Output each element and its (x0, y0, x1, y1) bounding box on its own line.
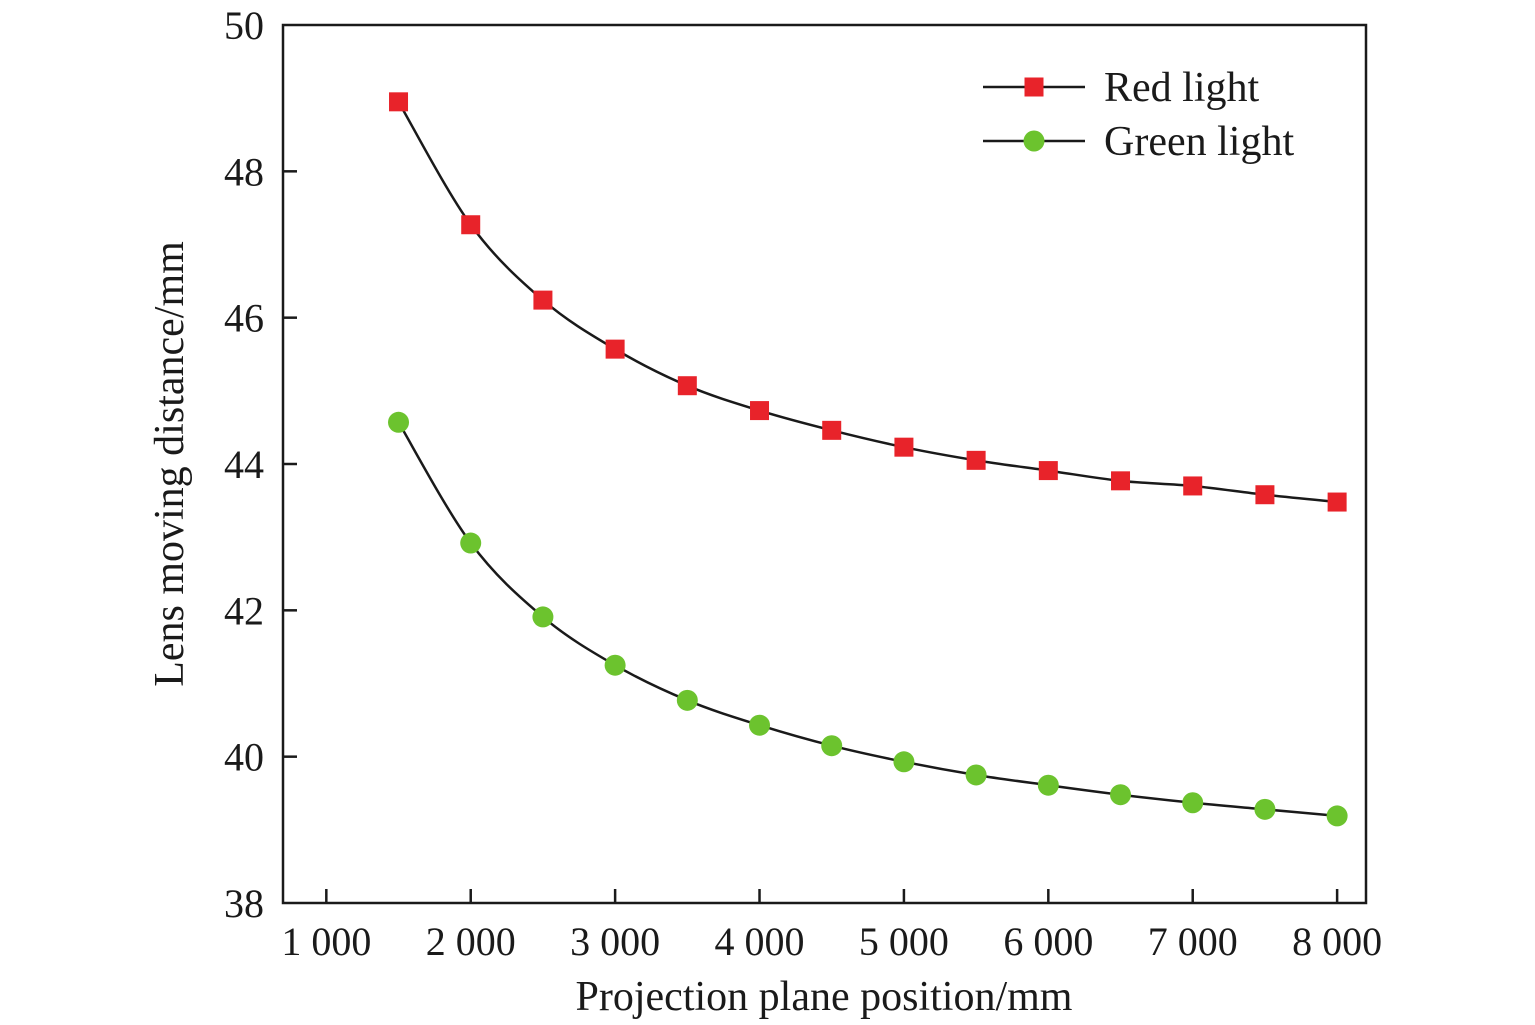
data-point-red-light (533, 290, 553, 310)
data-point-green-light (460, 532, 482, 554)
data-point-green-light (1110, 784, 1132, 806)
data-point-green-light (1182, 792, 1204, 814)
y-tick-label: 44 (224, 442, 264, 487)
x-tick-label: 8 000 (1292, 919, 1382, 964)
data-point-red-light (1255, 485, 1275, 505)
y-tick-label: 48 (224, 149, 264, 194)
legend-label-red-light: Red light (1104, 65, 1259, 111)
y-axis: 38 40 42 44 46 48 50 (224, 3, 297, 926)
data-point-red-light (822, 420, 842, 440)
data-point-green-light (1326, 805, 1348, 827)
data-point-green-light (1254, 798, 1276, 820)
data-point-red-light (966, 450, 986, 470)
y-tick-label: 50 (224, 3, 264, 48)
legend-label-green-light: Green light (1104, 119, 1294, 165)
x-tick-label: 7 000 (1148, 919, 1238, 964)
data-point-green-light (749, 714, 771, 736)
data-point-red-light (605, 339, 625, 359)
data-point-green-light (893, 751, 915, 773)
data-point-red-light (461, 215, 481, 235)
x-tick-label: 6 000 (1003, 919, 1093, 964)
data-point-red-light (1038, 461, 1058, 481)
data-point-red-light (894, 437, 914, 457)
x-axis: 1 000 2 000 3 000 4 000 5 000 6 000 7 000 8 000 (281, 889, 1382, 964)
y-tick-label: 46 (224, 296, 264, 341)
series-red-light (389, 92, 1347, 512)
data-point-red-light (1327, 492, 1347, 512)
data-point-green-light (1037, 774, 1059, 796)
data-point-red-light (750, 401, 770, 421)
legend-marker-green-light (1023, 130, 1045, 152)
data-point-green-light (821, 735, 843, 757)
data-point-green-light (532, 606, 554, 628)
x-axis-title: Projection plane position/mm (576, 974, 1073, 1020)
series-layer (388, 92, 1348, 827)
x-tick-label: 2 000 (426, 919, 516, 964)
y-tick-label: 42 (224, 588, 264, 633)
data-point-red-light (1111, 471, 1131, 491)
y-tick-label: 40 (224, 735, 264, 780)
y-axis-title: Lens moving distance/mm (147, 241, 193, 687)
data-point-green-light (676, 689, 698, 711)
legend: Red light Green light (983, 65, 1294, 165)
x-tick-label: 5 000 (859, 919, 949, 964)
data-point-green-light (604, 654, 626, 676)
data-point-red-light (677, 376, 697, 396)
x-tick-label: 4 000 (715, 919, 805, 964)
data-point-green-light (965, 764, 987, 786)
data-point-green-light (388, 411, 410, 433)
data-point-red-light (1183, 476, 1203, 496)
data-point-red-light (389, 92, 409, 112)
y-tick-label: 38 (224, 881, 264, 926)
legend-marker-red-light (1024, 77, 1044, 97)
x-tick-label: 3 000 (570, 919, 660, 964)
series-green-light (388, 411, 1348, 827)
x-tick-label: 1 000 (281, 919, 371, 964)
